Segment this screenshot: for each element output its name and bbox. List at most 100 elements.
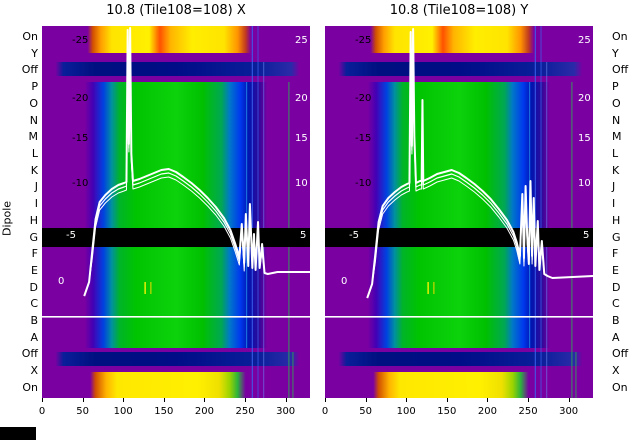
x-tick-mark — [204, 398, 206, 402]
row-label: D — [29, 280, 38, 294]
contour-label: 0 — [341, 276, 348, 287]
contour-label: -20 — [355, 93, 372, 104]
row-label: Off — [612, 347, 629, 361]
x-tick-mark — [325, 398, 326, 402]
row-label: P — [612, 80, 619, 94]
x-tick-label: 300 — [276, 406, 296, 417]
contour-label: -5 — [349, 230, 359, 241]
row-label: I — [34, 197, 38, 211]
heatmap-svg — [42, 26, 310, 398]
white-hline — [42, 316, 310, 318]
row-labels-left: On Y Off P O N M L K J I H G F E D C B A Off X On — [8, 0, 38, 440]
contour-label-right: 15 — [578, 133, 591, 144]
contour-label-right: 10 — [295, 178, 308, 189]
x-tick-label: 50 — [359, 406, 372, 417]
x-tick-label: 0 — [38, 406, 46, 417]
row-label: E — [31, 263, 38, 277]
contour-label-right: 15 — [295, 133, 308, 144]
heatmap-band — [42, 348, 310, 352]
overlay-line — [367, 33, 593, 298]
heatmap-band — [42, 62, 310, 76]
heatmap-band — [325, 352, 593, 366]
row-label: L — [31, 146, 38, 160]
x-tick-mark — [528, 398, 530, 402]
x-tick-mark — [365, 398, 367, 402]
contour-label-right: 10 — [578, 178, 591, 189]
heatmap-band — [42, 366, 310, 372]
row-label: E — [612, 263, 619, 277]
corner-black-box — [0, 427, 36, 440]
x-tick-label: 100 — [113, 406, 133, 417]
heatmap-band — [325, 62, 593, 76]
x-tick-label: 200 — [194, 406, 214, 417]
x-tick-label: 200 — [477, 406, 497, 417]
x-tick-mark — [406, 398, 408, 402]
x-tick-label: 150 — [437, 406, 457, 417]
x-tick-label: 250 — [518, 406, 538, 417]
row-label: H — [612, 213, 621, 227]
heatmap-band — [42, 352, 310, 366]
row-label: O — [29, 96, 38, 110]
row-label: B — [30, 314, 38, 328]
heatmap-band — [325, 348, 593, 352]
overlay-line — [367, 37, 593, 298]
white-hline — [325, 316, 593, 318]
row-label: Off — [612, 63, 629, 77]
row-label: C — [612, 297, 620, 311]
row-label: J — [612, 180, 616, 194]
heatmap-band — [325, 26, 593, 53]
row-label: G — [29, 230, 38, 244]
heatmap-band — [42, 53, 310, 62]
row-label: N — [612, 113, 621, 127]
row-label: Y — [31, 46, 38, 60]
x-tick-label: 300 — [559, 406, 579, 417]
contour-label-right: 25 — [295, 35, 308, 46]
row-label: On — [612, 380, 628, 394]
row-label: Off — [21, 63, 38, 77]
black-band — [42, 228, 310, 247]
black-band — [325, 228, 593, 247]
contour-label: -10 — [72, 178, 89, 189]
x-tick-label: 0 — [321, 406, 329, 417]
x-tick-label: 250 — [235, 406, 255, 417]
contour-label-right: 25 — [578, 35, 591, 46]
panel-title-x: 10.8 (Tile108=108) X — [106, 3, 246, 18]
row-label: M — [612, 130, 622, 144]
row-label: On — [22, 380, 38, 394]
heatmap-band — [325, 53, 593, 62]
x-tick-mark — [123, 398, 125, 402]
row-label: G — [612, 230, 621, 244]
x-tick-mark — [245, 398, 247, 402]
x-tick-mark — [446, 398, 448, 402]
row-label: H — [29, 213, 38, 227]
contour-label: -25 — [72, 35, 89, 46]
contour-label: -25 — [355, 35, 372, 46]
x-tick-mark — [42, 398, 43, 402]
contour-label: -15 — [72, 133, 89, 144]
row-label: X — [612, 364, 620, 378]
contour-label-right: 5 — [300, 230, 307, 241]
heatmap-panel-x: -25 -20 -15 -10 -5 0 25 20 15 10 5 — [42, 26, 310, 398]
heatmap-band — [42, 82, 310, 348]
row-label: On — [22, 30, 38, 43]
x-tick-mark — [487, 398, 489, 402]
contour-label: -10 — [355, 178, 372, 189]
row-labels-right: On Y Off P O N M L K J I H G F E D C B A Off X On — [612, 0, 640, 440]
overlay-line — [367, 29, 593, 298]
x-tick-mark — [163, 398, 165, 402]
row-label: M — [28, 130, 39, 144]
heatmap-band — [42, 76, 310, 82]
heatmap-band — [42, 26, 310, 53]
row-label: N — [29, 113, 38, 127]
heatmap-band — [325, 82, 593, 348]
row-label: A — [30, 330, 38, 344]
contour-label: -20 — [72, 93, 89, 104]
heatmap-panel-y: -25 -20 -15 -10 -5 0 25 20 15 10 5 — [325, 26, 593, 398]
row-label: I — [612, 197, 616, 211]
row-label: K — [30, 163, 38, 177]
heatmap-band — [325, 372, 593, 398]
row-label: A — [612, 330, 620, 344]
overlay-line — [84, 36, 310, 296]
heatmap-band — [325, 76, 593, 82]
